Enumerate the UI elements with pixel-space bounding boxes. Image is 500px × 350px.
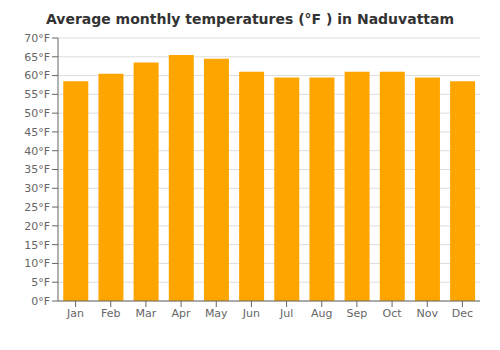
svg-text:55°F: 55°F	[24, 88, 50, 101]
svg-text:60°F: 60°F	[24, 69, 50, 82]
svg-text:0°F: 0°F	[31, 295, 50, 308]
svg-text:35°F: 35°F	[24, 163, 50, 176]
svg-text:Jun: Jun	[242, 307, 260, 320]
svg-text:Jul: Jul	[279, 307, 293, 320]
svg-text:25°F: 25°F	[24, 201, 50, 214]
svg-text:Feb: Feb	[101, 307, 120, 320]
svg-text:Dec: Dec	[452, 307, 473, 320]
svg-text:30°F: 30°F	[24, 182, 50, 195]
svg-text:45°F: 45°F	[24, 126, 50, 139]
svg-text:50°F: 50°F	[24, 107, 50, 120]
svg-text:Nov: Nov	[417, 307, 439, 320]
html-text:Average monthly temperatures (: Average monthly temperatures (°F ) in Na…	[45, 11, 455, 27]
svg-text:Apr: Apr	[172, 307, 192, 320]
svg-text:10°F: 10°F	[24, 257, 50, 270]
svg-text:Aug: Aug	[311, 307, 332, 320]
svg-text:70°F: 70°F	[24, 32, 50, 45]
svg-text:Jan: Jan	[66, 307, 84, 320]
svg-text:40°F: 40°F	[24, 145, 50, 158]
svg-text:5°F: 5°F	[31, 276, 50, 289]
svg-text:Oct: Oct	[383, 307, 403, 320]
svg-text:20°F: 20°F	[24, 220, 50, 233]
svg-text:65°F: 65°F	[24, 51, 50, 64]
svg-text:Mar: Mar	[136, 307, 157, 320]
svg-text:Sep: Sep	[347, 307, 368, 320]
svg-text:15°F: 15°F	[24, 239, 50, 252]
svg-text:May: May	[205, 307, 228, 320]
